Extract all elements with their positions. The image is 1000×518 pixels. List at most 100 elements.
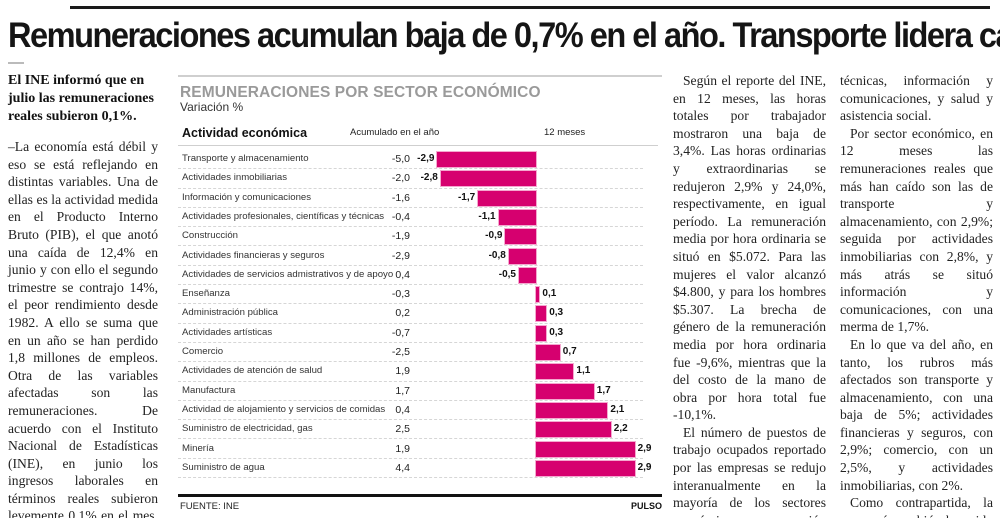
category-label: Manufactura — [182, 384, 236, 396]
category-label: Actividades artísticas — [182, 326, 273, 338]
column-header-activity: Actividad económica — [182, 126, 308, 140]
bar-value-label: 1,1 — [576, 365, 591, 377]
accumulated-value: 1,9 — [395, 365, 410, 378]
accumulated-value: 2,5 — [395, 423, 410, 436]
bar-12-months — [536, 441, 635, 457]
category-label: Información y comunicaciones — [182, 191, 312, 203]
chart-row: Actividades de servicios admistrativos y… — [178, 266, 643, 286]
accumulated-value: -0,4 — [391, 210, 410, 223]
accumulated-value: -0,3 — [391, 288, 410, 301]
accumulated-value: -2,9 — [391, 249, 410, 262]
bar-12-months — [536, 383, 594, 399]
bar-12-months — [536, 325, 547, 341]
chart-row: Comercio -2,5 0,7 — [178, 343, 643, 363]
accumulated-value: -2,5 — [391, 346, 410, 358]
bar-12-months — [498, 209, 536, 225]
body-paragraph: Como contrapartida, la que más subió ha … — [840, 495, 993, 518]
bar-12-months — [505, 229, 536, 245]
accumulated-value: -0,7 — [391, 326, 410, 339]
chart-row: Enseñanza -0,3 0,1 — [178, 285, 643, 305]
accumulated-value: 0,4 — [395, 403, 410, 416]
chart-row: Suministro de agua 4,4 2,9 — [178, 459, 652, 479]
category-label: Construcción — [182, 230, 238, 242]
accumulated-value: 4,4 — [395, 461, 410, 474]
bar-value-label: -0,8 — [488, 249, 506, 261]
bar-value-label: 2,9 — [637, 442, 652, 454]
bar-value-label: 0,3 — [549, 307, 564, 319]
chart-row: Actividad de alojamiento y servicios de … — [178, 401, 643, 421]
category-label: Actividades inmobiliarias — [182, 172, 288, 184]
bar-12-months — [508, 248, 536, 264]
bar-12-months — [536, 306, 547, 322]
column-header-12-months: 12 meses — [544, 127, 586, 138]
category-label: Suministro de electricidad, gas — [182, 423, 313, 435]
chart-top-rule — [178, 75, 662, 77]
middle-column: Según el reporte del INE, en 12 meses, l… — [673, 72, 826, 518]
bar-12-months — [440, 171, 536, 187]
chart-row: Actividades artísticas -0,7 0,3 — [178, 324, 643, 343]
chart-credit: PULSO — [630, 501, 662, 511]
accumulated-value: -2,0 — [391, 172, 410, 185]
left-column: El INE informó que en julio las remunera… — [8, 72, 158, 518]
category-label: Actividades de atención de salud — [182, 365, 323, 377]
accumulated-value: -1,6 — [391, 191, 410, 204]
accumulated-value: -1,9 — [391, 230, 410, 243]
category-label: Enseñanza — [182, 288, 231, 300]
chart-row: Actividades de atención de salud 1,9 1,1 — [178, 362, 643, 382]
bar-12-months — [519, 267, 536, 283]
chart-row: Suministro de electricidad, gas 2,5 2,2 — [178, 420, 643, 440]
category-label: Comercio — [182, 346, 224, 357]
chart-subtitle: Variación % — [180, 100, 244, 114]
bar-value-label: 0,1 — [542, 288, 557, 300]
chart-bottom-rule — [178, 494, 662, 497]
divider — [8, 62, 24, 64]
bar-value-label: 0,7 — [562, 346, 577, 357]
body-paragraph: Por sector económico, en 12 meses las re… — [840, 125, 993, 335]
category-label: Minería — [182, 442, 214, 454]
bar-12-months — [536, 422, 611, 438]
bar-12-months — [536, 402, 608, 418]
body-paragraph: Según el reporte del INE, en 12 meses, l… — [673, 73, 826, 423]
header-rule — [178, 145, 658, 146]
chart-row: Actividades inmobiliarias -2,0 -2,8 — [178, 169, 643, 189]
bar-value-label: 2,1 — [610, 403, 625, 415]
bar-12-months — [478, 190, 536, 206]
chart-source: FUENTE: INE — [180, 501, 240, 512]
category-label: Actividades profesionales, científicas y… — [182, 210, 385, 222]
bar-value-label: 2,9 — [637, 461, 652, 473]
chart-row: Minería 1,9 2,9 — [178, 440, 652, 459]
lead-paragraph: El INE informó que en julio las remunera… — [8, 73, 154, 124]
bar-12-months — [437, 152, 536, 167]
chart-row: Manufactura 1,7 1,7 — [178, 382, 643, 401]
bar-value-label: -1,1 — [478, 210, 496, 222]
bar-value-label: -2,9 — [417, 153, 435, 164]
bar-value-label: -2,8 — [420, 172, 438, 184]
chart-row: Construcción -1,9 -0,9 — [178, 227, 643, 247]
category-label: Actividades de servicios admistrativos y… — [182, 268, 394, 280]
bar-value-label: -0,9 — [485, 230, 503, 242]
bar-value-label: 2,2 — [613, 423, 628, 435]
chart-row: Administración pública 0,2 0,3 — [178, 304, 643, 324]
accumulated-value: 0,2 — [395, 307, 410, 320]
chart-title: REMUNERACIONES POR SECTOR ECONÓMICO — [180, 84, 541, 101]
accumulated-value: 1,7 — [395, 384, 410, 397]
bar-value-label: 0,3 — [549, 326, 564, 338]
bar-12-months — [536, 364, 574, 380]
category-label: Transporte y almacenamiento — [182, 153, 309, 164]
chart-row: Transporte y almacenamiento -5,0 -2,9 — [178, 150, 643, 170]
right-column: técnicas, información y comunicaciones, … — [840, 72, 993, 518]
bar-12-months — [536, 460, 635, 476]
accumulated-value: -5,0 — [391, 153, 410, 165]
bar-value-label: -0,5 — [498, 268, 516, 280]
chart: REMUNERACIONES POR SECTOR ECONÓMICO Vari… — [172, 70, 664, 518]
chart-row: Actividades profesionales, científicas y… — [178, 208, 643, 228]
category-label: Actividad de alojamiento y servicios de … — [182, 403, 386, 415]
accumulated-value: 1,9 — [395, 442, 410, 455]
body-paragraph: En lo que va del año, en tanto, los rubr… — [840, 336, 993, 493]
body-paragraph: –La economía está débil y eso se está re… — [8, 139, 158, 518]
headline: Remuneraciones acumulan baja de 0,7% en … — [8, 16, 1000, 55]
column-header-accumulated: Acumulado en el año — [350, 127, 440, 138]
top-rule — [70, 6, 990, 9]
accumulated-value: 0,4 — [395, 268, 410, 281]
body-paragraph: técnicas, información y comunicaciones, … — [840, 73, 993, 124]
